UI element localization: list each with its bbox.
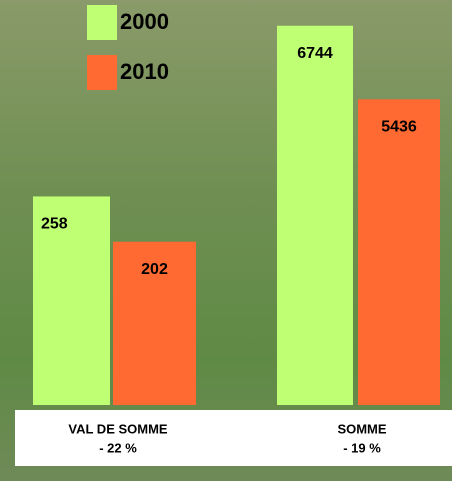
bar [277, 25, 353, 405]
value-label: 5436 [381, 119, 417, 136]
legend-swatch [87, 55, 117, 90]
value-label: 202 [141, 261, 168, 278]
bar [358, 99, 440, 405]
legend-label: 2010 [120, 59, 169, 84]
category-change: - 19 % [343, 440, 381, 455]
value-label: 6744 [297, 45, 333, 62]
bar [33, 196, 110, 405]
category-label: VAL DE SOMME [68, 421, 168, 436]
legend-label: 2000 [120, 9, 169, 34]
legend-swatch [87, 5, 117, 40]
category-label: SOMME [337, 421, 386, 436]
category-change: - 22 % [99, 440, 137, 455]
bar [113, 241, 196, 405]
value-label: 258 [41, 216, 68, 233]
label-panel [15, 410, 452, 466]
